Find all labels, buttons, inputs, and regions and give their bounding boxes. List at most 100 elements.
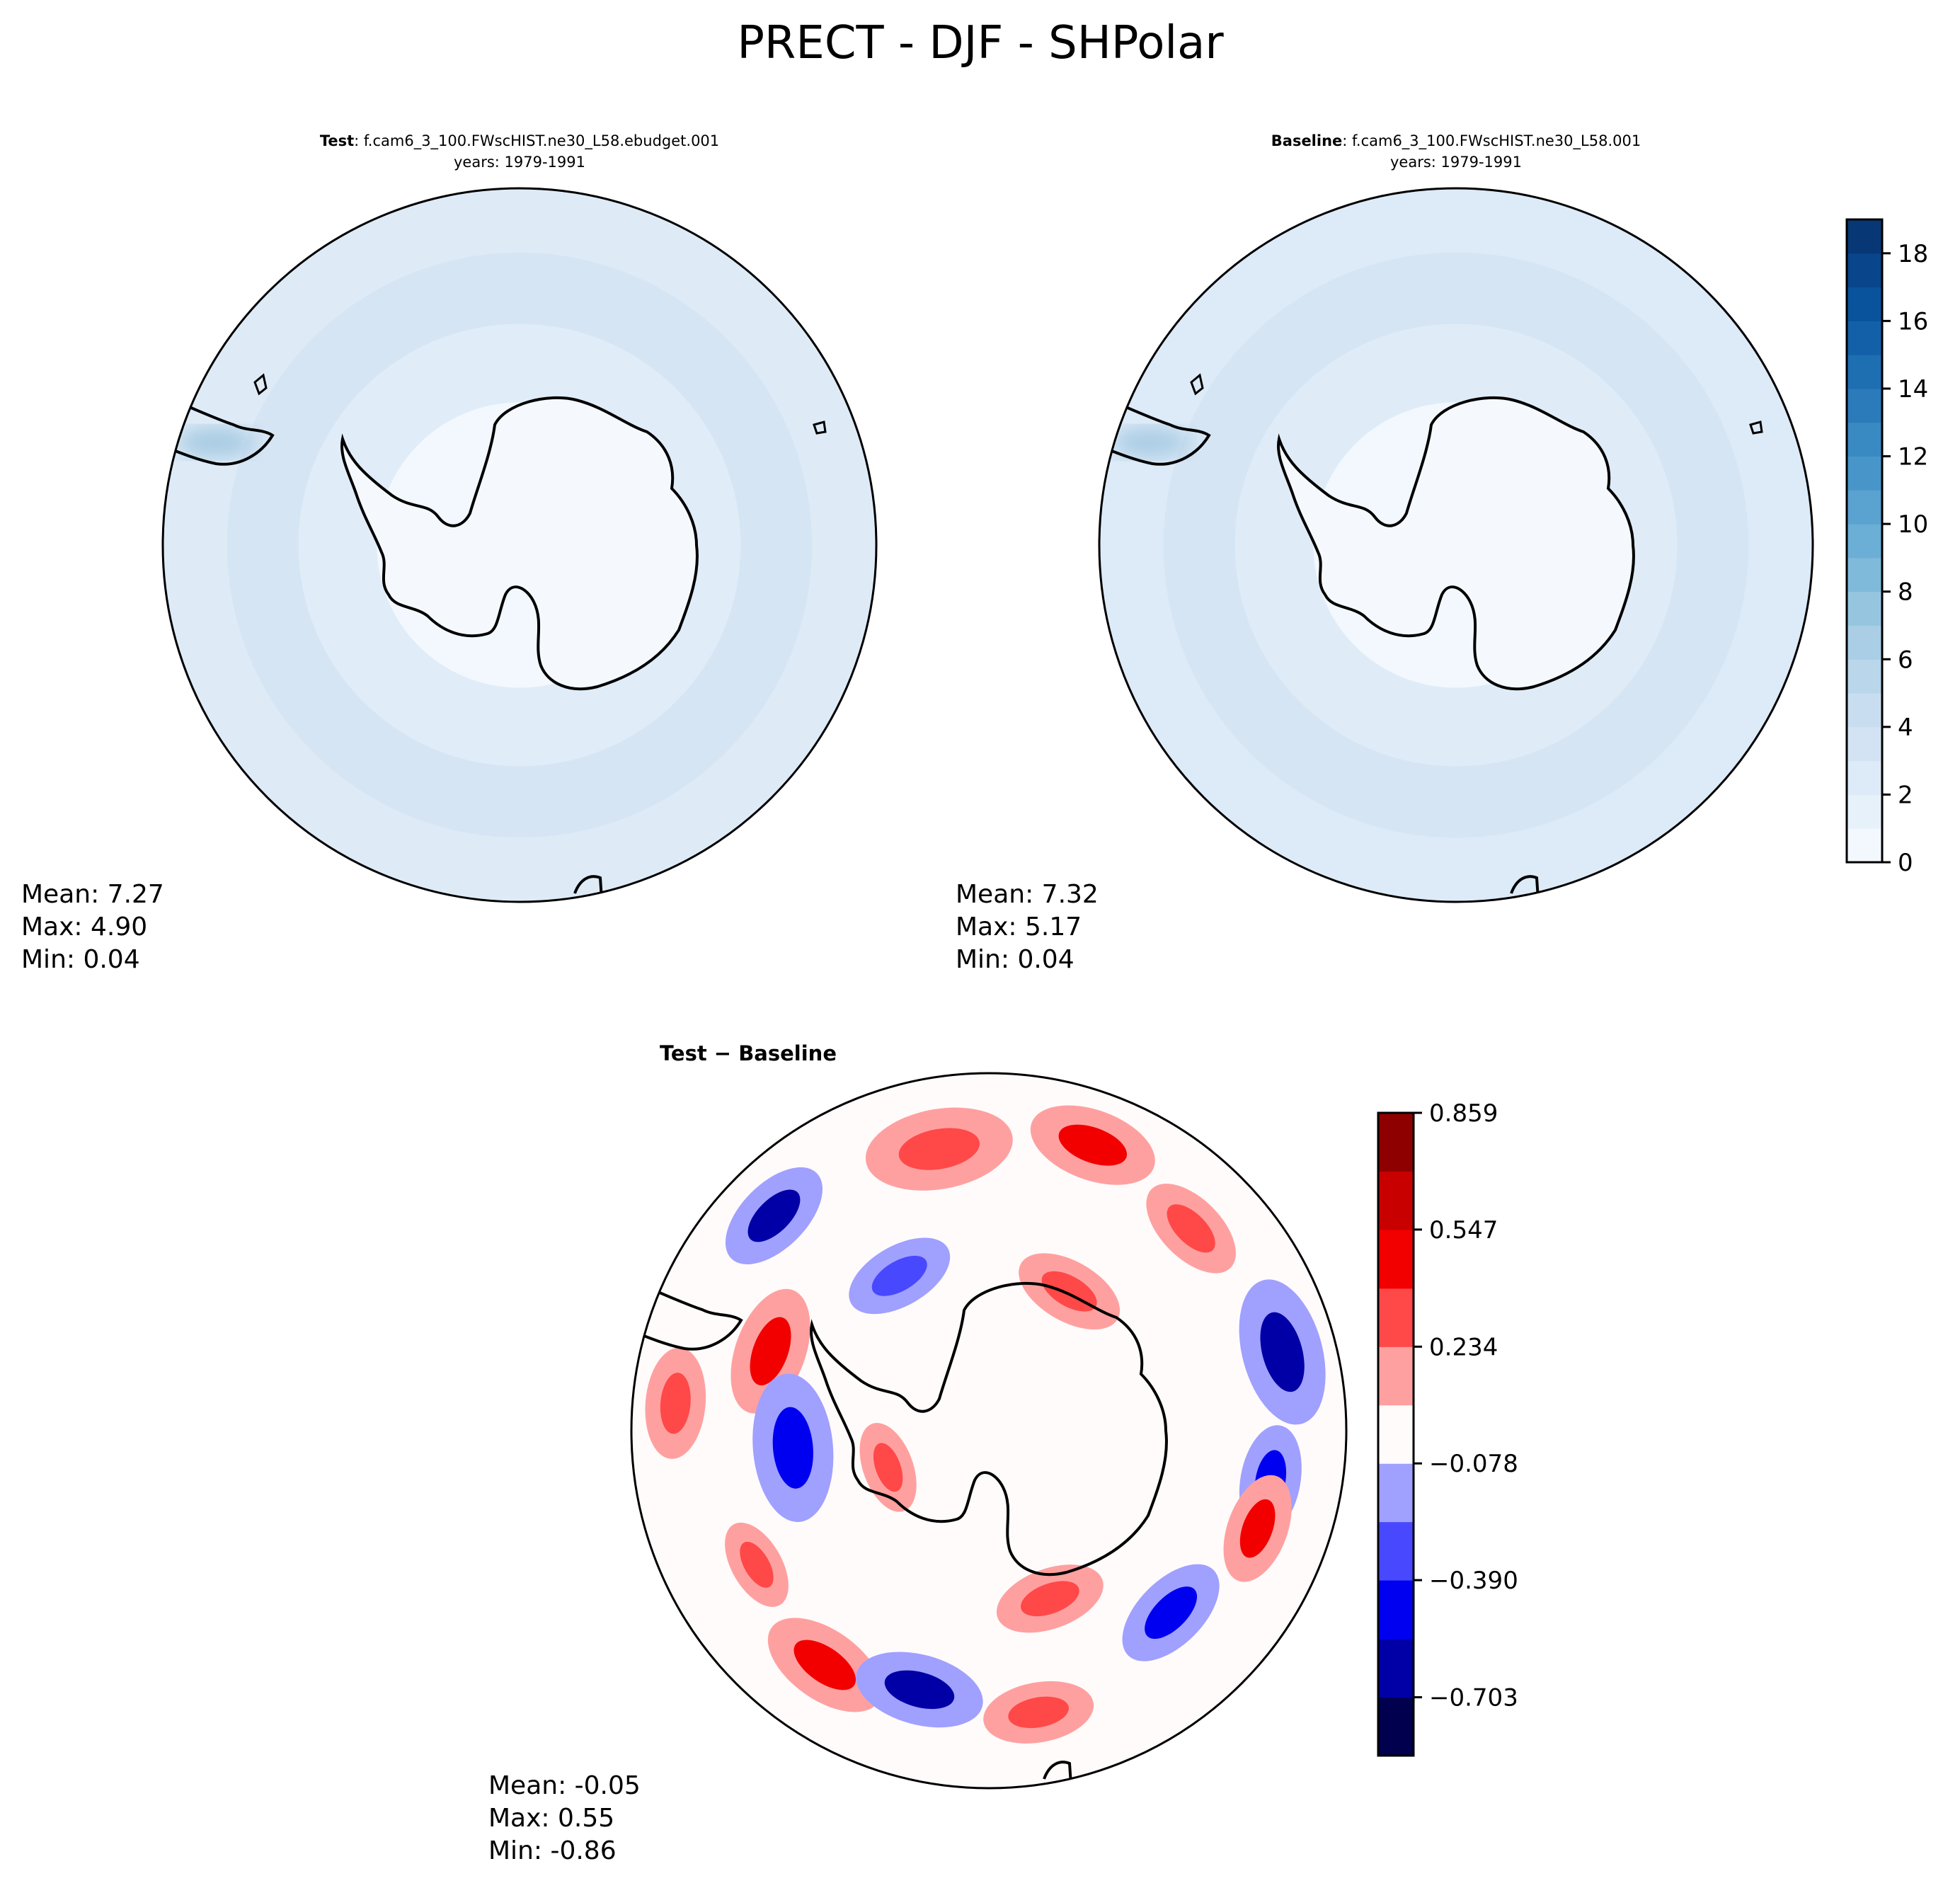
panel-test-subtitle: years: 1979-1991 (454, 154, 585, 171)
colorbar-precip-level (1847, 693, 1882, 728)
colorbar-diff: 0.859 0.547 0.234 −0.078 −0.390 −0.703 (1377, 1099, 1518, 1757)
panel-baseline-hotspot (1111, 427, 1189, 458)
panel-baseline-min: Min: 0.04 (956, 945, 1074, 974)
panel-baseline-title: Baseline: f.cam6_3_100.FWscHIST.ne30_L58… (1271, 132, 1641, 150)
panel-baseline-title-bold: Baseline (1271, 132, 1343, 149)
anomaly-core (750, 1317, 791, 1385)
panel-test-island-east (813, 420, 827, 435)
colorbar-precip-tick-label: 16 (1898, 307, 1928, 336)
colorbar-precip-level (1847, 422, 1882, 457)
colorbar-precip-tick-label: 18 (1898, 240, 1928, 268)
colorbar-precip-levels (1847, 219, 1882, 863)
anomaly-core (884, 1670, 955, 1710)
colorbar-diff-level (1378, 1171, 1414, 1230)
colorbar-diff-level (1378, 1113, 1414, 1172)
colorbar-precip-frame (1845, 218, 1884, 864)
panel-test-mean: Mean: 7.27 (21, 880, 164, 909)
anomaly-core (660, 1373, 691, 1434)
colorbar-diff-tick-label: 0.547 (1429, 1216, 1498, 1245)
anomaly-core (747, 1189, 801, 1242)
panel-baseline-south-america (1099, 395, 1211, 466)
panel-diff-max: Max: 0.55 (488, 1804, 614, 1833)
panel-baseline-map (1098, 187, 1814, 903)
panel-test-south-america (163, 395, 275, 466)
panel-diff-map (630, 1072, 1348, 1790)
anomaly-core (1145, 1586, 1198, 1640)
colorbar-precip-ticks: 0 2 4 6 8 10 12 14 16 18 (1882, 240, 1928, 877)
anomaly-core (1008, 1696, 1069, 1729)
panel-test-hotspot (177, 427, 255, 458)
panel-test-boundary (161, 187, 878, 903)
colorbar-precip-level (1847, 219, 1882, 254)
colorbar-diff-level (1378, 1346, 1414, 1406)
colorbar-diff-tick-label: −0.078 (1429, 1450, 1518, 1478)
colorbar-precip: 0 2 4 6 8 10 12 14 16 18 (1845, 218, 1928, 877)
colorbar-diff-tick-label: −0.703 (1429, 1684, 1518, 1712)
panel-baseline-max: Max: 5.17 (956, 912, 1082, 942)
anomaly-core (871, 1255, 927, 1296)
panel-diff-min: Min: -0.86 (488, 1836, 617, 1865)
panel-baseline-new-zealand (1510, 875, 1540, 900)
anomaly-core (873, 1443, 903, 1492)
panel-baseline-island (1190, 373, 1204, 396)
panel-baseline-subtitle: years: 1979-1991 (1390, 154, 1522, 171)
colorbar-diff-tick-label: 0.859 (1429, 1099, 1498, 1128)
colorbar-diff-tick-label: 0.234 (1429, 1333, 1498, 1361)
panel-baseline-title-rest: : f.cam6_3_100.FWscHIST.ne30_L58.001 (1342, 132, 1641, 150)
colorbar-precip-level (1847, 828, 1882, 863)
colorbar-diff-levels (1378, 1113, 1414, 1756)
figure-title: PRECT - DJF - SHPolar (737, 17, 1224, 69)
anomaly-core (1021, 1581, 1079, 1617)
anomaly-core (772, 1407, 813, 1489)
colorbar-precip-level (1847, 726, 1882, 762)
panel-baseline-island-east (1749, 420, 1763, 435)
panel-baseline-mean: Mean: 7.32 (956, 880, 1099, 909)
colorbar-precip-tick-label: 6 (1898, 646, 1913, 674)
colorbar-diff-level (1378, 1521, 1414, 1581)
colorbar-precip-level (1847, 625, 1882, 660)
panel-test-island (253, 373, 268, 396)
panel-test-title-rest: : f.cam6_3_100.FWscHIST.ne30_L58.ebudget… (354, 132, 719, 150)
colorbar-diff-level (1378, 1580, 1414, 1640)
panel-test-max: Max: 4.90 (21, 912, 147, 942)
colorbar-precip-level (1847, 659, 1882, 694)
colorbar-diff-level (1378, 1639, 1414, 1698)
panel-baseline-boundary (1098, 187, 1814, 903)
colorbar-precip-tick-label: 8 (1898, 578, 1913, 607)
panel-test-title-bold: Test (320, 132, 354, 149)
colorbar-precip-tick-label: 2 (1898, 781, 1913, 809)
colorbar-diff-level (1378, 1404, 1414, 1464)
colorbar-precip-tick-label: 0 (1898, 849, 1913, 877)
anomaly-core (793, 1640, 856, 1690)
anomaly-core (1167, 1204, 1215, 1253)
panel-diff-mean: Mean: -0.05 (488, 1771, 641, 1800)
panel-test-map (161, 187, 878, 903)
panel-diff-field (645, 1105, 1326, 1744)
colorbar-precip-level (1847, 321, 1882, 355)
colorbar-diff-level (1378, 1697, 1414, 1756)
anomaly-core (1260, 1312, 1305, 1392)
colorbar-precip-level (1847, 760, 1882, 795)
colorbar-diff-level (1378, 1463, 1414, 1523)
colorbar-precip-level (1847, 355, 1882, 389)
colorbar-precip-tick-label: 12 (1898, 443, 1928, 471)
colorbar-precip-level (1847, 794, 1882, 829)
anomaly-core (898, 1128, 980, 1170)
colorbar-precip-level (1847, 456, 1882, 491)
anomaly-core (740, 1541, 774, 1588)
anomaly-core (1239, 1499, 1276, 1558)
colorbar-precip-level (1847, 490, 1882, 525)
panel-diff-background (631, 1073, 1346, 1788)
panel-test-min: Min: 0.04 (21, 945, 140, 974)
panel-diff-title: Test − Baseline (660, 1041, 837, 1065)
colorbar-precip-level (1847, 524, 1882, 559)
colorbar-precip-level (1847, 591, 1882, 626)
panel-diff-boundary (630, 1072, 1348, 1790)
panel-test-title: Test: f.cam6_3_100.FWscHIST.ne30_L58.ebu… (320, 132, 719, 150)
panel-diff-south-america (631, 1280, 743, 1351)
panel-diff-new-zealand (1043, 1761, 1072, 1785)
colorbar-diff-frame (1377, 1111, 1415, 1757)
colorbar-precip-tick-label: 4 (1898, 714, 1913, 742)
colorbar-precip-level (1847, 287, 1882, 321)
